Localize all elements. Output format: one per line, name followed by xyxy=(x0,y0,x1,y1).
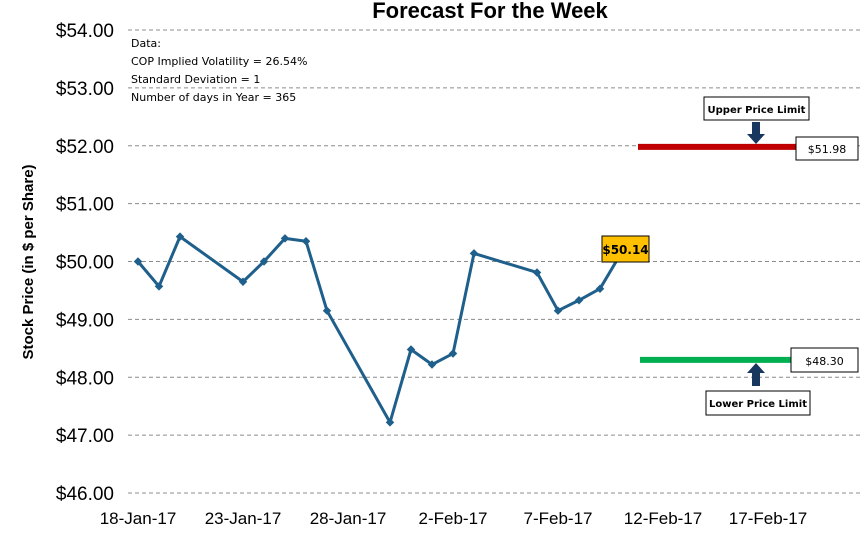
lower-limit-value: $48.30 xyxy=(805,355,844,368)
data-point-marker xyxy=(301,237,311,246)
y-tick-label: $50.00 xyxy=(56,253,114,274)
data-point-marker xyxy=(280,234,290,243)
x-axis-ticks: 18-Jan-17 23-Jan-17 28-Jan-17 2-Feb-17 7-Feb… xyxy=(100,509,808,528)
x-tick-label: 17-Feb-17 xyxy=(729,509,807,528)
y-tick-label: $51.00 xyxy=(56,195,114,216)
note-line: Number of days in Year = 365 xyxy=(131,91,296,104)
x-tick-label: 18-Jan-17 xyxy=(100,509,177,528)
y-axis-ticks: $46.00 $47.00 $48.00 $49.00 $50.00 $51.00 $52.… xyxy=(56,21,114,505)
data-point-marker xyxy=(532,268,542,277)
data-point-marker xyxy=(406,345,416,354)
data-point-marker xyxy=(322,306,332,315)
upper-limit-callout: Upper Price Limit $51.98 xyxy=(703,96,859,161)
y-tick-label: $49.00 xyxy=(56,310,114,331)
data-point-marker xyxy=(595,284,605,293)
notes-block: Data: COP Implied Volatility = 26.54% St… xyxy=(131,37,307,104)
note-line: Standard Deviation = 1 xyxy=(131,73,260,86)
up-arrow-icon xyxy=(747,363,765,386)
y-tick-label: $47.00 xyxy=(56,426,114,447)
price-series-line xyxy=(136,235,623,424)
x-tick-label: 12-Feb-17 xyxy=(624,509,702,528)
upper-limit-label: Upper Price Limit xyxy=(708,105,806,116)
data-point-marker xyxy=(427,360,437,369)
chart-title: Forecast For the Week xyxy=(372,0,608,23)
y-tick-label: $52.00 xyxy=(56,137,114,158)
data-point-marker xyxy=(385,418,395,427)
x-tick-label: 7-Feb-17 xyxy=(524,509,593,528)
y-tick-label: $48.00 xyxy=(56,368,114,389)
lower-limit-label: Lower Price Limit xyxy=(709,399,807,410)
price-series-markers xyxy=(133,232,605,427)
y-axis-title: Stock Price (in $ per Share) xyxy=(20,164,37,359)
y-tick-label: $53.00 xyxy=(56,79,114,100)
data-point-marker xyxy=(175,232,185,241)
upper-limit-value: $51.98 xyxy=(808,143,847,156)
data-point-marker xyxy=(574,296,584,305)
x-tick-label: 2-Feb-17 xyxy=(419,509,488,528)
data-point-marker xyxy=(133,257,143,266)
x-tick-label: 28-Jan-17 xyxy=(310,509,387,528)
y-tick-label: $54.00 xyxy=(56,21,114,42)
last-price-callout: $50.14 xyxy=(601,235,650,263)
data-point-marker xyxy=(259,257,269,266)
note-line: COP Implied Volatility = 26.54% xyxy=(131,55,307,68)
x-tick-label: 23-Jan-17 xyxy=(205,509,282,528)
data-point-marker xyxy=(469,249,479,258)
lower-limit-callout: $48.30 Lower Price Limit xyxy=(705,347,859,416)
down-arrow-icon xyxy=(747,122,765,144)
gridlines xyxy=(128,29,862,494)
data-point-marker xyxy=(448,349,458,358)
y-tick-label: $46.00 xyxy=(56,484,114,505)
last-price-label: $50.14 xyxy=(602,243,648,257)
data-point-marker xyxy=(154,282,164,291)
data-point-marker xyxy=(553,306,563,315)
data-point-marker xyxy=(238,277,248,286)
note-line: Data: xyxy=(131,37,161,50)
